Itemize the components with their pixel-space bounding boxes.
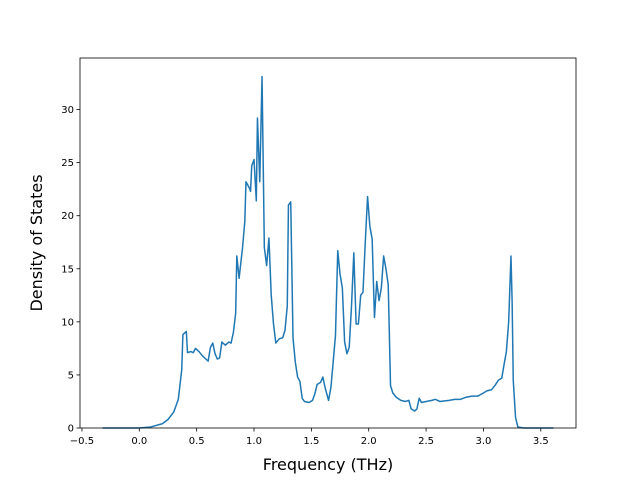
x-axis-label: Frequency (THz) — [263, 455, 393, 474]
x-tick-label: 3.0 — [475, 436, 491, 447]
x-tick-label: 1.5 — [303, 436, 319, 447]
y-tick-label: 5 — [68, 370, 74, 381]
y-tick-label: 0 — [68, 424, 74, 435]
x-tick-label: 0.0 — [131, 436, 147, 447]
x-tick-label: 2.5 — [418, 436, 434, 447]
x-tick-label: 2.0 — [361, 436, 377, 447]
y-tick-label: 30 — [61, 105, 74, 116]
y-tick-label: 15 — [61, 264, 74, 275]
y-axis-label: Density of States — [27, 174, 46, 311]
x-tick-label: 0.5 — [189, 436, 205, 447]
x-tick-label: 3.5 — [533, 436, 549, 447]
y-tick-label: 10 — [61, 317, 74, 328]
data-line — [102, 75, 554, 429]
plot-frame — [79, 57, 577, 429]
x-tick-label: −0.5 — [70, 436, 94, 447]
y-tick-label: 25 — [61, 158, 74, 169]
x-tick-label: 1.0 — [246, 436, 262, 447]
y-tick-label: 20 — [61, 211, 74, 222]
